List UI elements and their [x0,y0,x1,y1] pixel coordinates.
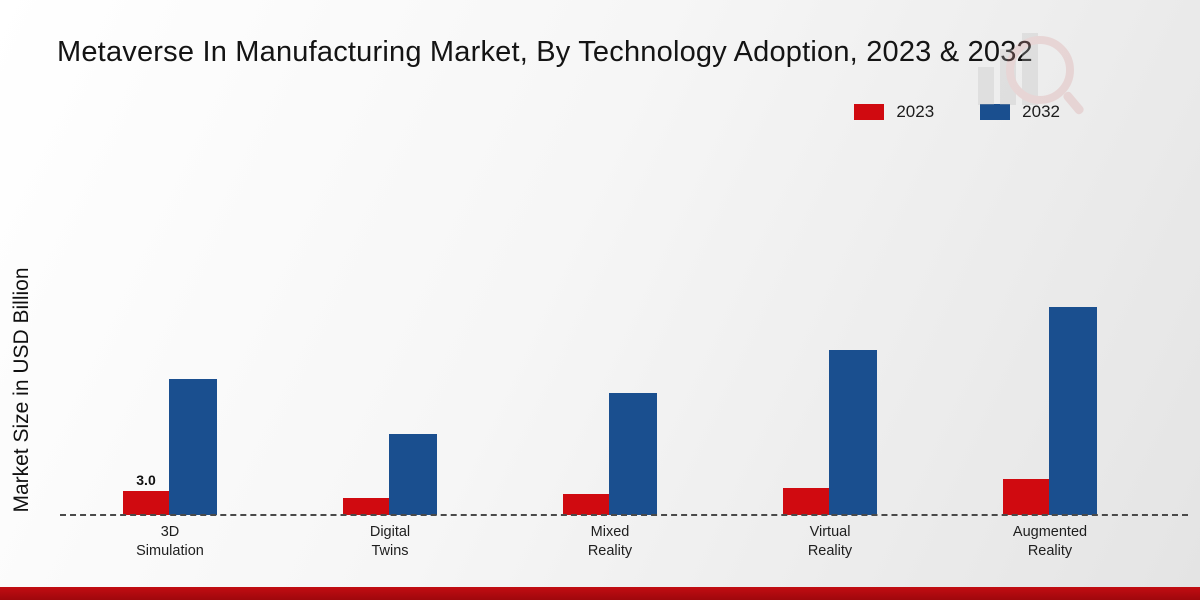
bottom-red-strip [0,587,1200,600]
bar-2032-category-3 [609,393,657,515]
x-axis-category-label: 3D Simulation [136,524,204,559]
legend-swatch-2032 [980,104,1011,120]
category-group-3: Mixed Reality [500,275,720,559]
watermark-magnifier-handle-icon [1061,90,1086,116]
bar-2023-category-5 [1003,479,1049,515]
x-axis-category-label: Augmented Reality [1012,524,1088,559]
bar-pair [123,379,217,515]
legend-label: 2032 [1022,102,1060,121]
category-group-2: Digital Twins [280,275,500,559]
chart-title: Metaverse In Manufacturing Market, By Te… [57,36,1033,68]
bar-value-label: 3.0 [136,472,156,488]
category-group-4: Virtual Reality [720,275,940,559]
x-axis-category-label: Digital Twins [369,524,411,559]
y-axis-label: Market Size in USD Billion [10,267,33,513]
x-axis-category-label: Virtual Reality [807,524,853,559]
legend-label: 2023 [896,102,935,121]
bar-2032-category-4 [829,350,877,515]
bar-2032-category-1 [169,379,217,515]
bar-2023-category-1 [123,491,169,515]
legend-item-2023: 2023 [854,102,934,122]
bar-2023-category-4 [783,487,829,515]
legend-swatch-2023 [854,104,885,120]
bar-2023-category-3 [563,494,609,515]
watermark-bar-icon [978,67,994,105]
plot-area: 3.0 3D Simulation Digital Twins Mixed Reali… [60,275,1160,559]
x-axis-category-label: Mixed Reality [587,524,633,559]
legend-item-2032: 2032 [980,102,1060,122]
bar-2032-category-5 [1049,307,1097,515]
bar-pair [783,350,877,515]
category-group-1: 3.0 3D Simulation [60,275,280,559]
category-group-5: Augmented Reality [940,275,1160,559]
bar-2032-category-2 [389,434,437,515]
bar-pair [1003,307,1097,515]
bar-2023-category-2 [343,498,389,515]
legend: 2023 2032 [854,102,1060,122]
bar-pair [563,393,657,515]
bar-pair [343,434,437,515]
x-axis-line [60,514,1188,516]
